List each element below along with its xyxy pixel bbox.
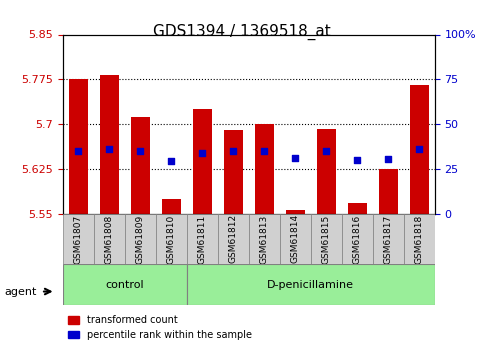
Point [322, 148, 330, 154]
Point [136, 148, 144, 154]
FancyBboxPatch shape [187, 264, 435, 305]
Text: GSM61807: GSM61807 [74, 214, 83, 264]
Point [354, 157, 361, 163]
Point [384, 156, 392, 162]
FancyBboxPatch shape [218, 214, 249, 264]
Bar [410, 85, 428, 214]
FancyBboxPatch shape [311, 214, 342, 264]
Bar [255, 124, 273, 214]
FancyBboxPatch shape [187, 214, 218, 264]
Bar [348, 203, 367, 214]
Bar [286, 210, 304, 214]
Bar [69, 79, 87, 214]
Text: GSM61816: GSM61816 [353, 214, 362, 264]
Bar [131, 117, 150, 214]
Text: agent: agent [5, 287, 37, 296]
Point [260, 148, 268, 154]
FancyBboxPatch shape [156, 214, 187, 264]
Text: GSM61813: GSM61813 [260, 214, 269, 264]
Point [74, 148, 82, 154]
Point [415, 147, 423, 152]
FancyBboxPatch shape [125, 214, 156, 264]
FancyBboxPatch shape [94, 214, 125, 264]
Text: GDS1394 / 1369518_at: GDS1394 / 1369518_at [153, 24, 330, 40]
Point [229, 148, 237, 154]
Legend: transformed count, percentile rank within the sample: transformed count, percentile rank withi… [68, 315, 252, 340]
Text: GSM61812: GSM61812 [229, 214, 238, 264]
Bar [162, 199, 181, 214]
Text: GSM61808: GSM61808 [105, 214, 114, 264]
Text: GSM61810: GSM61810 [167, 214, 176, 264]
Point [291, 156, 299, 161]
Text: GSM61817: GSM61817 [384, 214, 393, 264]
FancyBboxPatch shape [404, 214, 435, 264]
Bar [193, 109, 212, 214]
Text: GSM61814: GSM61814 [291, 214, 300, 264]
Point [199, 150, 206, 156]
Bar [317, 129, 336, 214]
Text: control: control [105, 280, 144, 289]
Bar [379, 169, 398, 214]
FancyBboxPatch shape [373, 214, 404, 264]
FancyBboxPatch shape [63, 214, 94, 264]
Bar [100, 75, 118, 214]
Point [168, 158, 175, 164]
FancyBboxPatch shape [249, 214, 280, 264]
Bar [224, 130, 242, 214]
Text: GSM61815: GSM61815 [322, 214, 331, 264]
Point [105, 147, 113, 152]
Text: GSM61818: GSM61818 [415, 214, 424, 264]
FancyBboxPatch shape [63, 264, 187, 305]
FancyBboxPatch shape [280, 214, 311, 264]
Text: D-penicillamine: D-penicillamine [267, 280, 354, 289]
Text: GSM61811: GSM61811 [198, 214, 207, 264]
Text: GSM61809: GSM61809 [136, 214, 145, 264]
FancyBboxPatch shape [342, 214, 373, 264]
